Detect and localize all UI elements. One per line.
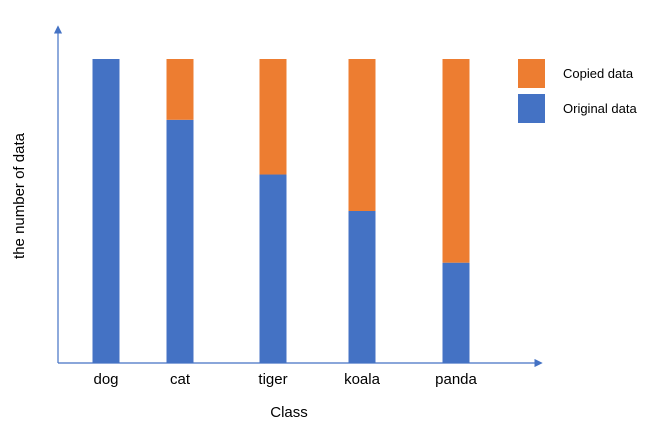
legend-label-original-data: Original data [563,101,637,116]
x-axis-title: Class [270,404,308,421]
bar-dog-original [92,59,120,363]
x-tick-label-koala: koala [344,371,381,388]
x-tick-label-dog: dog [93,371,118,388]
bar-panda-copied [442,59,470,263]
legend: Copied data Original data [518,59,637,123]
x-tick-label-tiger: tiger [258,371,287,388]
bar-cat-original [166,119,194,363]
bar-cat-copied [166,59,194,120]
bars-group [92,59,470,363]
bar-tiger-copied [259,59,287,175]
bar-panda-original [442,262,470,363]
bar-koala-copied [348,59,376,211]
x-tick-label-cat: cat [170,371,191,388]
bar-koala-original [348,211,376,363]
y-axis-title: the number of data [11,132,28,259]
bar-tiger-original [259,174,287,363]
x-tick-label-panda: panda [435,371,477,388]
legend-label-copied-data: Copied data [563,66,634,81]
legend-swatch-original-data [518,94,545,123]
legend-swatch-copied-data [518,59,545,88]
x-tick-labels: dog cat tiger koala panda [93,371,477,388]
